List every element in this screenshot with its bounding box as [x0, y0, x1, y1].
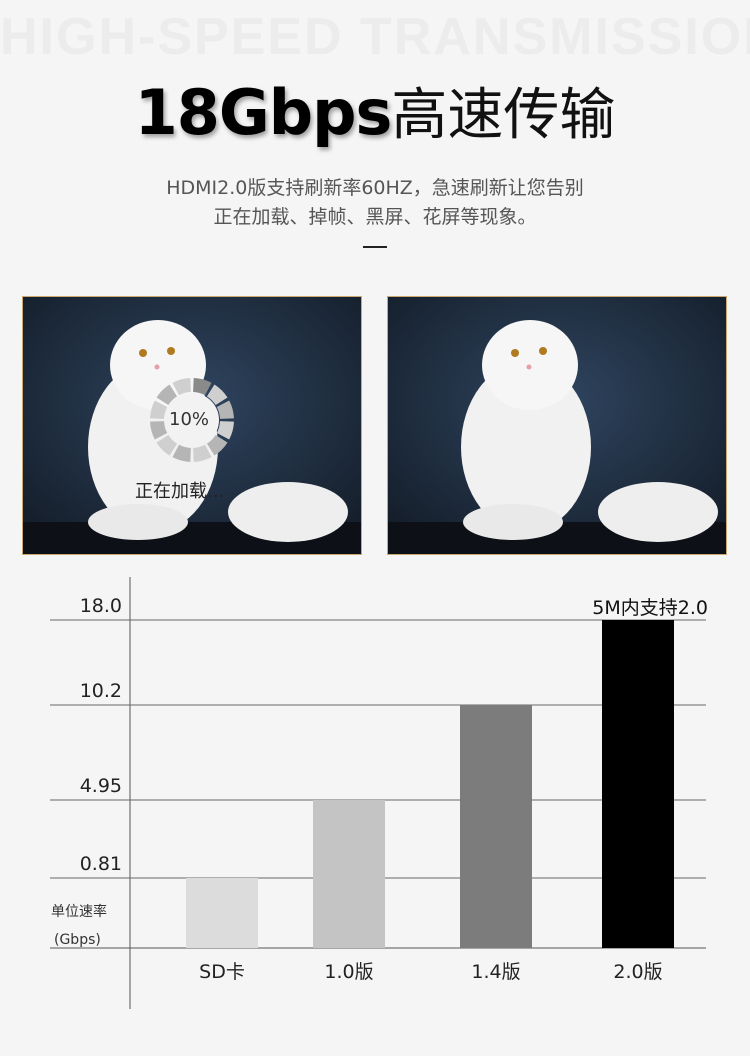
bar-3 — [602, 620, 674, 948]
divider — [363, 246, 387, 248]
y-tick-label: 18.0 — [80, 595, 122, 617]
ring-segment — [216, 421, 234, 440]
title-bold: 18Gbps — [134, 76, 393, 149]
cat-image — [23, 297, 361, 554]
x-tick-label: 2.0版 — [613, 961, 662, 983]
x-tick-label: 1.4版 — [471, 961, 520, 983]
ring-segment — [172, 444, 191, 462]
y-tick-label: 0.81 — [80, 853, 122, 875]
ring-segment — [216, 400, 234, 419]
cat-image — [388, 297, 726, 554]
page-title: 18Gbps高速传输 — [0, 76, 750, 166]
bar-2 — [460, 705, 532, 948]
y-axis-label-line2: (Gbps) — [54, 932, 101, 948]
loading-percent: 10% — [169, 409, 210, 430]
ring-segment — [193, 378, 212, 396]
subtitle-line2: 正在加载、掉帧、黑屏、花屏等现象。 — [213, 206, 537, 228]
subtitle-line1: HDMI2.0版支持刷新率60HZ，急速刷新让您告别 — [166, 177, 584, 199]
annotation: 5M内支持2.0 — [592, 597, 708, 619]
y-tick-label: 4.95 — [80, 775, 122, 797]
cat-photo-loaded — [387, 296, 727, 555]
ring-segment — [150, 421, 168, 440]
loading-text: 正在加载... — [135, 481, 225, 502]
cat-photo-loading: 10% 正在加载... — [22, 296, 362, 555]
ring-segment — [156, 434, 178, 456]
ring-segment — [206, 434, 228, 456]
bar-1 — [313, 800, 385, 948]
y-axis-label-line1: 单位速率 — [51, 903, 107, 920]
loading-ring-icon — [150, 378, 234, 462]
ring-segment — [156, 384, 178, 406]
watermark: HIGH-SPEED TRANSMISSION — [0, 8, 750, 66]
speed-bar-chart: 0.81 4.95 10.2 18.0 SD卡 1.0版 1.4版 2.0版 单位速率 (G… — [50, 577, 708, 1009]
bar-0 — [186, 878, 258, 948]
ring-segment — [150, 400, 168, 419]
title-light: 高速传输 — [391, 83, 616, 148]
ring-segment — [172, 378, 191, 396]
ring-center — [165, 393, 219, 447]
x-tick-label: SD卡 — [199, 961, 245, 983]
y-tick-label: 10.2 — [80, 680, 122, 702]
ring-segment — [206, 384, 228, 406]
ring-segment — [193, 444, 212, 462]
x-tick-label: 1.0版 — [324, 961, 373, 983]
